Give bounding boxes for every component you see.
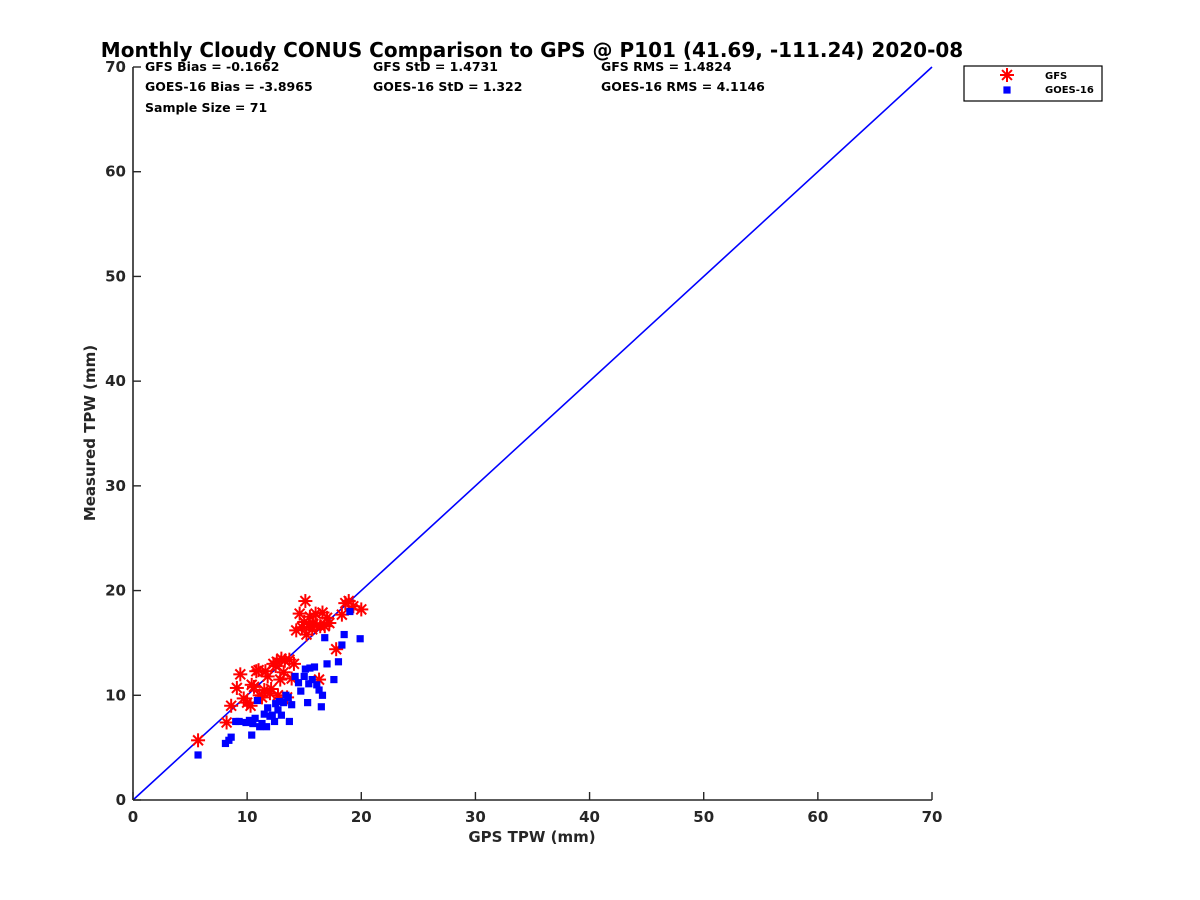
- stat-goes-bias: GOES-16 Bias = -3.8965: [145, 79, 313, 94]
- plot-area: 0 10 20 30 40 50 60 70 0 10 20 30 40 50 60 70: [105, 58, 942, 826]
- goes16-point: [274, 706, 282, 714]
- stat-goes-rms: GOES-16 RMS = 4.1146: [601, 79, 765, 94]
- goes16-point: [194, 751, 202, 759]
- goes16-point: [308, 675, 316, 684]
- gfs-point: [286, 656, 301, 671]
- goes16-point: [301, 665, 309, 673]
- x-tick-label: 70: [922, 808, 943, 826]
- x-axis-label: GPS TPW (mm): [468, 828, 595, 846]
- goes16-point: [313, 681, 321, 689]
- stat-sample-size: Sample Size = 71: [145, 100, 267, 115]
- y-tick-label: 70: [105, 58, 126, 76]
- goes16-point: [315, 686, 323, 694]
- legend-gfs-asterisk: [1000, 68, 1014, 82]
- x-tick-label: 20: [351, 808, 372, 826]
- legend-goes16-marker: [1003, 86, 1011, 94]
- goes16-point: [321, 634, 329, 642]
- goes16-point: [264, 704, 272, 712]
- y-tick-label: 30: [105, 477, 126, 495]
- x-tick-label: 30: [465, 808, 486, 826]
- goes16-point: [318, 691, 327, 699]
- legend: GFS GOES-16: [963, 65, 1103, 102]
- goes16-point: [317, 703, 325, 711]
- goes16-point: [260, 710, 268, 718]
- gfs-point: [354, 602, 369, 617]
- gfs-point: [276, 665, 291, 680]
- goes16-point: [235, 717, 243, 726]
- stat-gfs-std: GFS StD = 1.4731: [373, 59, 498, 74]
- legend-gfs-marker: [1000, 68, 1014, 82]
- y-axis-ticks: 0 10 20 30 40 50 60 70: [105, 58, 141, 809]
- y-tick-label: 50: [105, 267, 126, 285]
- goes16-point: [323, 660, 331, 668]
- goes16-point: [249, 719, 257, 728]
- gfs-point: [233, 667, 248, 682]
- gfs-point: [224, 698, 239, 713]
- goes16-point: [251, 714, 259, 722]
- y-tick-label: 20: [105, 582, 126, 600]
- goes16-point: [310, 663, 319, 671]
- stats-block: GFS Bias = -0.1662 GFS StD = 1.4731 GFS …: [145, 59, 765, 115]
- goes16-point: [291, 672, 299, 681]
- x-axis-ticks: 0 10 20 30 40 50 60 70: [128, 792, 943, 826]
- goes16-point: [258, 719, 266, 728]
- goes16-point: [338, 641, 346, 649]
- gfs-point: [219, 715, 234, 730]
- y-tick-label: 0: [116, 791, 126, 809]
- x-tick-label: 50: [693, 808, 714, 826]
- goes16-point: [304, 699, 312, 707]
- stat-gfs-bias: GFS Bias = -0.1662: [145, 59, 279, 74]
- x-tick-label: 10: [237, 808, 258, 826]
- gfs-point: [191, 733, 206, 748]
- x-tick-label: 40: [579, 808, 600, 826]
- legend-gfs-label: GFS: [1045, 71, 1067, 82]
- stat-gfs-rms: GFS RMS = 1.4824: [601, 59, 732, 74]
- goes16-point: [285, 717, 293, 726]
- goes16-point: [268, 711, 276, 719]
- y-axis-label: Measured TPW (mm): [81, 345, 99, 521]
- legend-goes16-label: GOES-16: [1045, 85, 1094, 96]
- x-tick-label: 0: [128, 808, 138, 826]
- goes16-point: [294, 679, 303, 687]
- goes16-point: [248, 731, 256, 739]
- goes16-point: [270, 717, 279, 726]
- gfs-series: [191, 594, 369, 748]
- legend-goes16-square: [1003, 86, 1011, 94]
- goes16-point: [300, 672, 308, 681]
- goes16-point: [340, 630, 348, 639]
- x-tick-label: 60: [807, 808, 828, 826]
- goes16-series: [194, 607, 364, 759]
- y-tick-label: 10: [105, 686, 126, 704]
- goes16-point: [330, 675, 338, 684]
- goes16-point: [288, 701, 296, 709]
- goes16-point: [253, 696, 262, 705]
- goes16-point: [297, 687, 305, 695]
- gfs-point: [322, 616, 337, 631]
- stat-goes-std: GOES-16 StD = 1.322: [373, 79, 522, 94]
- gfs-point: [260, 669, 275, 684]
- goes16-point: [356, 635, 364, 643]
- goes16-point: [277, 711, 285, 719]
- y-tick-label: 40: [105, 372, 126, 390]
- goes16-point: [227, 733, 235, 741]
- goes16-point: [305, 680, 313, 688]
- goes16-point: [334, 658, 343, 666]
- goes16-point: [306, 664, 314, 672]
- goes16-point: [262, 723, 271, 731]
- goes16-point: [280, 699, 288, 707]
- gfs-point: [298, 594, 313, 609]
- gfs-point: [229, 680, 244, 695]
- goes16-point: [284, 693, 292, 701]
- goes16-point: [275, 697, 283, 706]
- y-tick-label: 60: [105, 163, 126, 181]
- chart-title: Monthly Cloudy CONUS Comparison to GPS @…: [101, 38, 963, 62]
- legend-box: [963, 65, 1103, 102]
- goes16-point: [346, 607, 354, 616]
